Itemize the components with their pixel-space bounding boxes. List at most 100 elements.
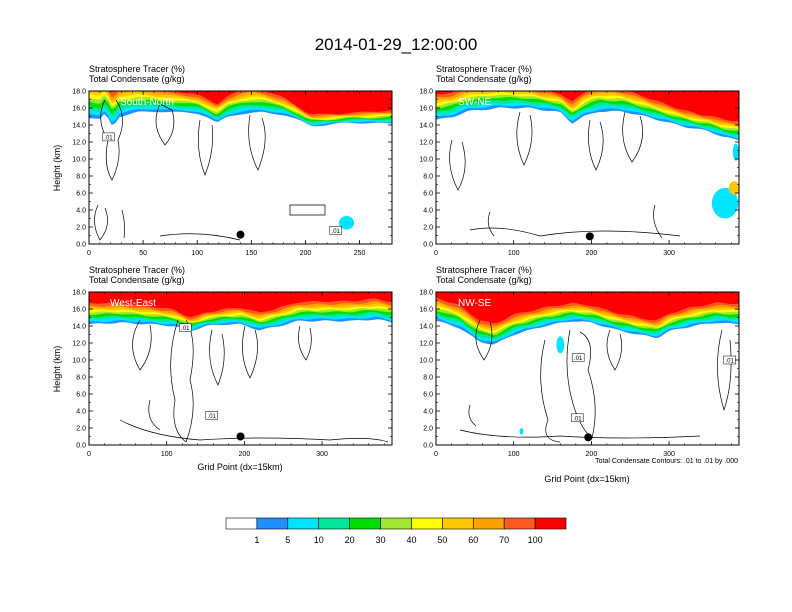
y-tick-label: 14.0 [72, 324, 86, 331]
y-tick-label: 8.0 [76, 375, 86, 382]
y-tick-label: 18.0 [72, 89, 86, 96]
panel-3-header-condensate: Total Condensate (g/kg) [89, 275, 185, 285]
tracer-level-100 [89, 292, 392, 318]
colorbar-swatch [225, 517, 258, 530]
y-tick-label: 4.0 [76, 409, 86, 416]
panel-2-plot-area: 0.0 2.0 4.0 6.0 8.0 10.0 12.0 14.0 16.0 18.0 0 100 2… [419, 89, 740, 257]
panel-west-east: Stratosphere Tracer (%) Total Condensate… [52, 265, 393, 472]
y-tick-label: 8.0 [423, 375, 433, 382]
colorbar-swatch [287, 517, 320, 530]
y-tick-label: 14.0 [72, 123, 86, 130]
panel-4-header-tracer: Stratosphere Tracer (%) [436, 265, 532, 275]
y-tick-label: 12.0 [419, 341, 433, 348]
y-tick-label: 0.0 [76, 443, 86, 450]
tracer-level-100 [436, 292, 739, 324]
colorbar-label: 1 [254, 535, 259, 545]
condensate-contour [449, 139, 466, 191]
colorbar-label: 40 [406, 535, 416, 545]
condensate-contour [132, 319, 152, 371]
y-tick-label: 16.0 [419, 307, 433, 314]
panel-1-plot-area: .01 .01 0.0 2.0 4.0 6.0 8.0 10.0 12.0 14.0 16.0 18.… [72, 89, 393, 257]
y-tick-label: 12.0 [419, 140, 433, 147]
colorbar-swatch [380, 517, 412, 530]
contour-label: .01 [573, 416, 582, 422]
y-tick-label: 16.0 [72, 106, 86, 113]
condensate-contour [148, 399, 161, 431]
contour-label: .01 [208, 414, 217, 420]
x-tick-label: 0 [434, 451, 438, 458]
panel-sw-ne: Stratosphere Tracer (%) Total Condensate… [419, 64, 740, 257]
contour-label: .01 [726, 359, 735, 365]
condensate-contour [475, 319, 493, 361]
y-tick-label: 12.0 [72, 140, 86, 147]
x-tick-label: 200 [586, 451, 598, 458]
contour-label: .01 [332, 229, 341, 235]
tracer-blob [556, 336, 565, 354]
colorbar-label: 30 [376, 535, 386, 545]
condensate-contour [540, 339, 561, 443]
contour-label: .01 [181, 326, 190, 332]
tracer-blob [338, 215, 355, 230]
y-tick-label: 14.0 [419, 123, 433, 130]
y-tick-label: 4.0 [423, 208, 433, 215]
colorbar-label: 50 [437, 535, 447, 545]
tracer-level-100 [110, 91, 392, 115]
x-tick-label: 150 [245, 250, 257, 257]
panel-4-plot-area: .01 .01 .01 0.0 2.0 4.0 6.0 8.0 10.0 12.0 14.0 16.0… [419, 290, 740, 458]
y-tick-label: 4.0 [76, 208, 86, 215]
condensate-contour [209, 329, 225, 386]
colorbar-label: 70 [499, 535, 509, 545]
condensate-contour [289, 204, 326, 216]
contour-label-box [571, 353, 585, 362]
colorbar-label: 60 [468, 535, 478, 545]
panel-1-fill-layer: .01 .01 [89, 91, 392, 244]
colorbar-swatch [442, 517, 474, 530]
condensate-contour [468, 404, 477, 427]
panel-1-header-condensate: Total Condensate (g/kg) [89, 74, 185, 84]
panel-3-fill-layer: .01 .01 [89, 292, 392, 445]
y-tick-label: 16.0 [419, 106, 433, 113]
panel-1-header-tracer: Stratosphere Tracer (%) [89, 64, 185, 74]
contour-label-box [329, 226, 342, 235]
tracer-level-100 [436, 91, 739, 122]
y-tick-label: 0.0 [423, 443, 433, 450]
panel-4-fill-layer: .01 .01 .01 [436, 292, 739, 445]
panel-4-section-label: NW-SE [458, 298, 491, 309]
y-tick-label: 2.0 [76, 225, 86, 232]
condensate-contour [242, 325, 258, 379]
x-tick-label: 300 [663, 451, 675, 458]
colorbar-swatch [411, 517, 443, 530]
panel-1-section-label: South-North [120, 97, 174, 108]
contour-label-box [571, 413, 584, 423]
panel-4-x-axis-label: Grid Point (dx=15km) [544, 474, 629, 484]
location-marker [236, 230, 245, 239]
colorbar-label: 5 [285, 535, 290, 545]
x-tick-label: 0 [434, 250, 438, 257]
panel-3-plot-area: .01 .01 0.0 2.0 4.0 6.0 8.0 10.0 12.0 14.0 16.0 18.… [72, 290, 393, 458]
colorbar-label: 10 [314, 535, 324, 545]
contour-label-box [102, 132, 115, 142]
x-tick-label: 200 [586, 250, 598, 257]
y-tick-label: 0.0 [423, 242, 433, 249]
tracer-blob [711, 187, 739, 219]
condensate-contour [606, 329, 622, 371]
y-tick-label: 6.0 [423, 191, 433, 198]
condensate-contour [588, 119, 604, 171]
panel-3-section-label: West-East [110, 298, 156, 309]
tracer-blob [732, 143, 739, 161]
y-tick-label: 18.0 [72, 290, 86, 297]
x-tick-label: 300 [316, 451, 328, 458]
y-tick-label: 10.0 [72, 358, 86, 365]
condensate-contour [459, 429, 701, 439]
y-tick-label: 4.0 [423, 409, 433, 416]
y-tick-label: 10.0 [72, 157, 86, 164]
condensate-contour [622, 111, 643, 163]
y-tick-label: 10.0 [419, 358, 433, 365]
y-tick-label: 18.0 [419, 290, 433, 297]
x-tick-label: 0 [87, 451, 91, 458]
x-tick-label: 100 [191, 250, 203, 257]
y-tick-label: 10.0 [419, 157, 433, 164]
colorbar-swatch [318, 517, 350, 530]
tracer-blob [728, 181, 739, 195]
